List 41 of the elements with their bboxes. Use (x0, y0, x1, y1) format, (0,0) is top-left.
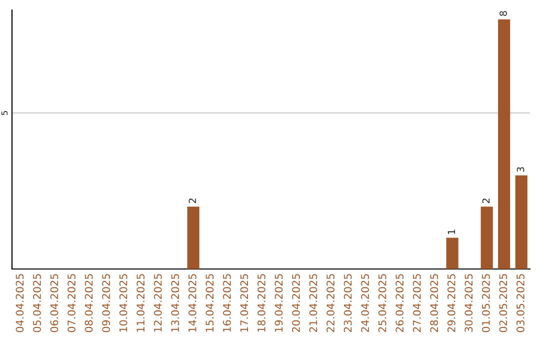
x-tick-label: 19.04.2025 (274, 274, 283, 332)
x-tick-label: 21.04.2025 (309, 274, 318, 332)
x-tick-label: 22.04.2025 (326, 274, 334, 332)
x-tick-label: 16.04.2025 (222, 274, 231, 332)
x-tick-label: 29.04.2025 (447, 274, 456, 332)
x-tick-label: 20.04.2025 (292, 274, 300, 332)
x-tick-label: 05.04.2025 (33, 274, 41, 332)
x-tick-label: 18.04.2025 (258, 274, 266, 332)
x-tick-label: 23.04.2025 (344, 274, 352, 332)
data-label: 8 (500, 11, 507, 16)
data-label: 2 (482, 198, 490, 204)
x-tick-label: 27.04.2025 (412, 274, 421, 332)
data-label: 3 (516, 167, 524, 172)
x-tick-label: 28.04.2025 (430, 274, 438, 332)
x-tick-label: 08.04.2025 (84, 274, 93, 332)
x-tick-label: 04.04.2025 (16, 274, 24, 332)
bar (446, 238, 458, 269)
x-tick-label: 01.05.2025 (482, 274, 490, 332)
x-tick-label: 17.04.2025 (240, 274, 248, 332)
x-tick-label: 15.04.2025 (206, 274, 214, 332)
x-tick-label: 14.04.2025 (188, 274, 196, 332)
bar (515, 175, 528, 269)
y-tick-label: 5 (1, 111, 8, 115)
x-tick-label: 12.04.2025 (154, 274, 162, 332)
x-tick-label: 09.04.2025 (102, 274, 110, 332)
bar (498, 19, 510, 269)
x-tick-label: 11.04.2025 (136, 274, 145, 332)
bar (187, 206, 200, 269)
data-label: 2 (188, 198, 196, 204)
x-tick-label: 30.04.2025 (464, 274, 473, 332)
data-label: 1 (448, 230, 455, 234)
x-tick-label: 02.05.2025 (499, 274, 508, 332)
x-tick-label: 24.04.2025 (361, 274, 369, 332)
x-tick-label: 25.04.2025 (378, 274, 386, 332)
x-tick-label: 06.04.2025 (50, 274, 58, 332)
x-tick-label: 26.04.2025 (396, 274, 404, 332)
x-tick-label: 13.04.2025 (171, 274, 180, 332)
x-tick-label: 10.04.2025 (119, 274, 128, 332)
x-tick-label: 03.05.2025 (516, 274, 524, 332)
x-tick-label: 07.04.2025 (68, 274, 76, 332)
bar (480, 206, 493, 269)
